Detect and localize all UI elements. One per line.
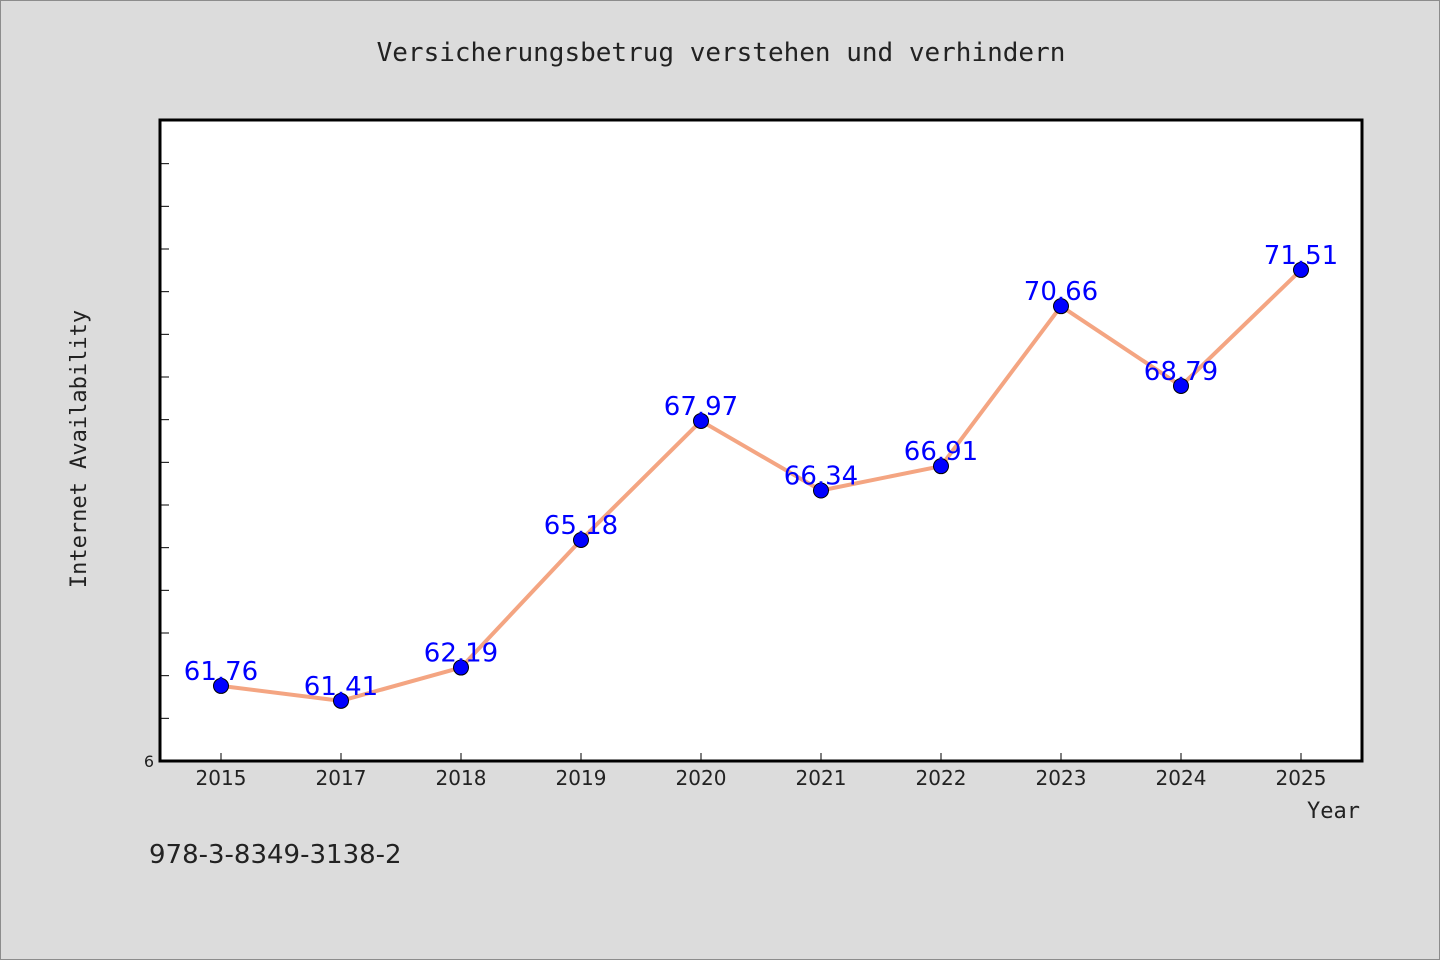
- x-axis-label: Year: [1307, 799, 1360, 824]
- plot-area: [158, 118, 1364, 763]
- data-point-2022: [933, 458, 949, 475]
- data-point-2023: [1053, 298, 1069, 315]
- x-tick-label-2015: 2015: [196, 766, 247, 790]
- y-axis-ticks: [161, 163, 169, 719]
- isbn-text: 978-3-8349-3138-2: [149, 840, 402, 870]
- data-point-2025: [1293, 261, 1309, 278]
- data-label-2024: 68.79: [1144, 357, 1218, 387]
- data-point-2024: [1173, 377, 1189, 394]
- data-point-2018: [453, 659, 469, 676]
- data-label-2022: 66.91: [904, 437, 978, 467]
- x-tick-label-2022: 2022: [916, 766, 967, 790]
- x-axis-ticks: [220, 753, 1302, 761]
- data-label-2017: 61.41: [304, 672, 378, 702]
- data-point-2021: [813, 482, 829, 499]
- data-label-2019: 65.18: [544, 511, 618, 541]
- x-tick-label-2020: 2020: [676, 766, 727, 790]
- data-point-2017: [333, 692, 349, 709]
- x-tick-label-2017: 2017: [316, 766, 367, 790]
- data-point-2019: [573, 531, 589, 548]
- x-tick-label-2018: 2018: [436, 766, 487, 790]
- x-tick-label-2019: 2019: [556, 766, 607, 790]
- y-tick-label: 6: [144, 752, 154, 771]
- x-tick-label-2023: 2023: [1036, 766, 1087, 790]
- data-point-2020: [693, 412, 709, 429]
- data-label-2023: 70.66: [1024, 277, 1098, 307]
- chart-title: Versicherungsbetrug verstehen und verhin…: [377, 38, 1066, 68]
- series-internet-availability: [219, 267, 1303, 703]
- series-line: [219, 267, 1303, 703]
- data-label-2015: 61.76: [184, 657, 258, 687]
- data-label-2025: 71.51: [1264, 241, 1338, 271]
- y-axis-label: Internet Availability: [67, 310, 92, 588]
- data-point-2015: [213, 677, 229, 694]
- x-tick-labels: 2015 2017 2018 2019 2020 2021 2022 2023 2024 2025: [196, 766, 1327, 790]
- x-tick-label-2025: 2025: [1276, 766, 1327, 790]
- x-tick-label-2024: 2024: [1156, 766, 1207, 790]
- data-labels: 61.76 61.41 62.19 65.18 67.97 66.34 66.91 70.66…: [184, 241, 1338, 702]
- x-tick-label-2021: 2021: [796, 766, 847, 790]
- data-markers: [213, 261, 1309, 709]
- data-label-2020: 67.97: [664, 392, 738, 422]
- data-label-2021: 66.34: [784, 461, 858, 491]
- data-label-2018: 62.19: [424, 639, 498, 669]
